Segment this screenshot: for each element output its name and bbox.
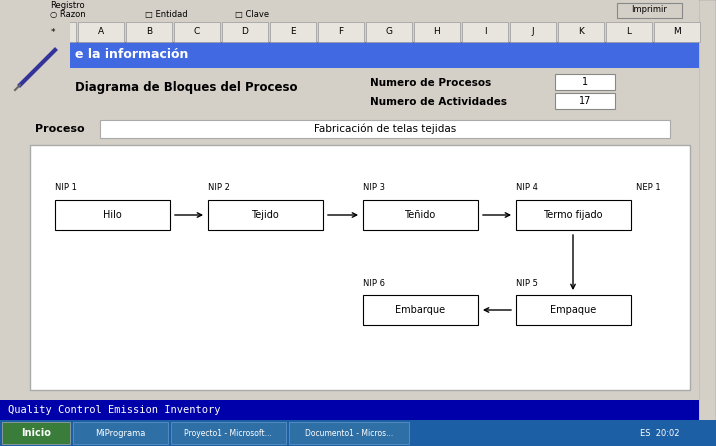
Text: Registro: Registro xyxy=(50,1,84,11)
Bar xyxy=(174,22,220,42)
Text: 17: 17 xyxy=(579,96,591,106)
Text: I: I xyxy=(484,28,486,37)
Bar xyxy=(366,22,412,42)
Bar xyxy=(699,0,716,446)
Bar xyxy=(270,22,316,42)
Text: Teñido: Teñido xyxy=(405,210,435,220)
Bar xyxy=(30,22,76,42)
Bar xyxy=(100,120,670,138)
Text: G: G xyxy=(385,28,392,37)
Text: *: * xyxy=(51,28,55,37)
Text: Termo fijado: Termo fijado xyxy=(543,210,603,220)
Bar xyxy=(55,200,170,230)
Text: Fabricación de telas tejidas: Fabricación de telas tejidas xyxy=(314,124,456,134)
Bar xyxy=(0,42,699,68)
Bar xyxy=(0,0,699,400)
Text: □ Entidad: □ Entidad xyxy=(145,11,188,20)
Bar xyxy=(363,200,478,230)
Text: Quality Control Emission Inventory: Quality Control Emission Inventory xyxy=(8,405,221,415)
Bar xyxy=(462,22,508,42)
Text: C: C xyxy=(194,28,200,37)
Bar xyxy=(2,422,70,444)
Text: K: K xyxy=(578,28,584,37)
Text: ○ Razon: ○ Razon xyxy=(50,11,86,20)
Text: Documento1 - Micros...: Documento1 - Micros... xyxy=(305,429,393,438)
Text: B: B xyxy=(146,28,152,37)
Bar xyxy=(363,295,478,325)
Text: D: D xyxy=(241,28,248,37)
Bar xyxy=(208,200,323,230)
Text: e la información: e la información xyxy=(75,49,188,62)
Text: NIP 5: NIP 5 xyxy=(516,278,538,288)
Text: J: J xyxy=(532,28,534,37)
Bar xyxy=(289,422,409,444)
Text: F: F xyxy=(339,28,344,37)
Text: NIP 3: NIP 3 xyxy=(363,183,385,193)
Bar xyxy=(414,22,460,42)
Text: L: L xyxy=(626,28,632,37)
Text: NIP 1: NIP 1 xyxy=(55,183,77,193)
Text: NEP 1: NEP 1 xyxy=(636,183,661,193)
Text: □ Clave: □ Clave xyxy=(235,11,269,20)
Text: Numero de Actividades: Numero de Actividades xyxy=(370,97,507,107)
Bar xyxy=(654,22,700,42)
Bar xyxy=(0,20,70,90)
Bar xyxy=(516,200,631,230)
Bar xyxy=(617,3,682,18)
Text: NIP 4: NIP 4 xyxy=(516,183,538,193)
Bar xyxy=(0,0,699,20)
Text: NIP 6: NIP 6 xyxy=(363,278,385,288)
Bar xyxy=(0,400,699,420)
Bar xyxy=(555,93,615,109)
Bar xyxy=(516,295,631,325)
Bar xyxy=(171,422,286,444)
Bar xyxy=(30,145,690,390)
Bar xyxy=(126,22,172,42)
Text: Proyecto1 - Microsoft...: Proyecto1 - Microsoft... xyxy=(184,429,272,438)
Text: Hilo: Hilo xyxy=(102,210,122,220)
Bar xyxy=(78,22,124,42)
Text: M: M xyxy=(673,28,681,37)
Text: Tejido: Tejido xyxy=(251,210,279,220)
Text: Embarque: Embarque xyxy=(395,305,445,315)
Bar xyxy=(73,422,168,444)
Text: H: H xyxy=(434,28,440,37)
Text: NIP 2: NIP 2 xyxy=(208,183,230,193)
Text: Proceso: Proceso xyxy=(35,124,84,134)
Bar xyxy=(0,20,699,42)
Text: A: A xyxy=(98,28,104,37)
Text: Numero de Procesos: Numero de Procesos xyxy=(370,78,491,88)
Bar xyxy=(510,22,556,42)
Bar xyxy=(555,74,615,90)
Bar xyxy=(606,22,652,42)
Text: Empaque: Empaque xyxy=(550,305,596,315)
Bar xyxy=(222,22,268,42)
Text: MiPrograma: MiPrograma xyxy=(95,429,145,438)
Text: Imprimir: Imprimir xyxy=(631,5,667,15)
Text: ES  20:02: ES 20:02 xyxy=(640,429,679,438)
Text: 1: 1 xyxy=(582,77,588,87)
Bar xyxy=(558,22,604,42)
Bar xyxy=(318,22,364,42)
Text: E: E xyxy=(290,28,296,37)
Bar xyxy=(0,420,716,446)
Text: Diagrama de Bloques del Proceso: Diagrama de Bloques del Proceso xyxy=(75,82,298,95)
Text: Inicio: Inicio xyxy=(21,428,51,438)
